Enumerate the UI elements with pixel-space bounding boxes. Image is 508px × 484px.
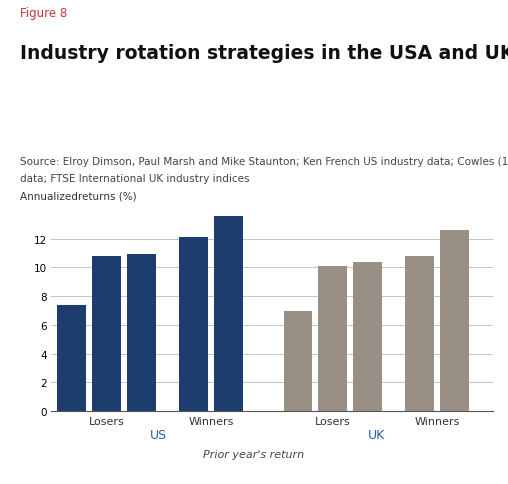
Text: Annualizedreturns (%): Annualizedreturns (%) [20,191,137,201]
Text: data; FTSE International UK industry indices: data; FTSE International UK industry ind… [20,174,250,184]
Bar [405,257,434,411]
Text: US: US [150,428,167,441]
Bar [283,311,312,411]
Bar [353,262,382,411]
Bar [214,216,242,411]
Bar [319,266,347,411]
Text: Source: Elroy Dimson, Paul Marsh and Mike Staunton; Ken French US industry data;: Source: Elroy Dimson, Paul Marsh and Mik… [20,157,508,167]
Bar [127,255,155,411]
Bar [57,305,86,411]
Text: Figure 8: Figure 8 [20,7,68,20]
Bar [179,238,208,411]
Bar [92,257,121,411]
Bar [440,230,469,411]
Text: UK: UK [368,428,385,441]
Text: Industry rotation strategies in the USA and UK,1900–2014: Industry rotation strategies in the USA … [20,44,508,62]
Text: Prior year's return: Prior year's return [203,450,305,459]
